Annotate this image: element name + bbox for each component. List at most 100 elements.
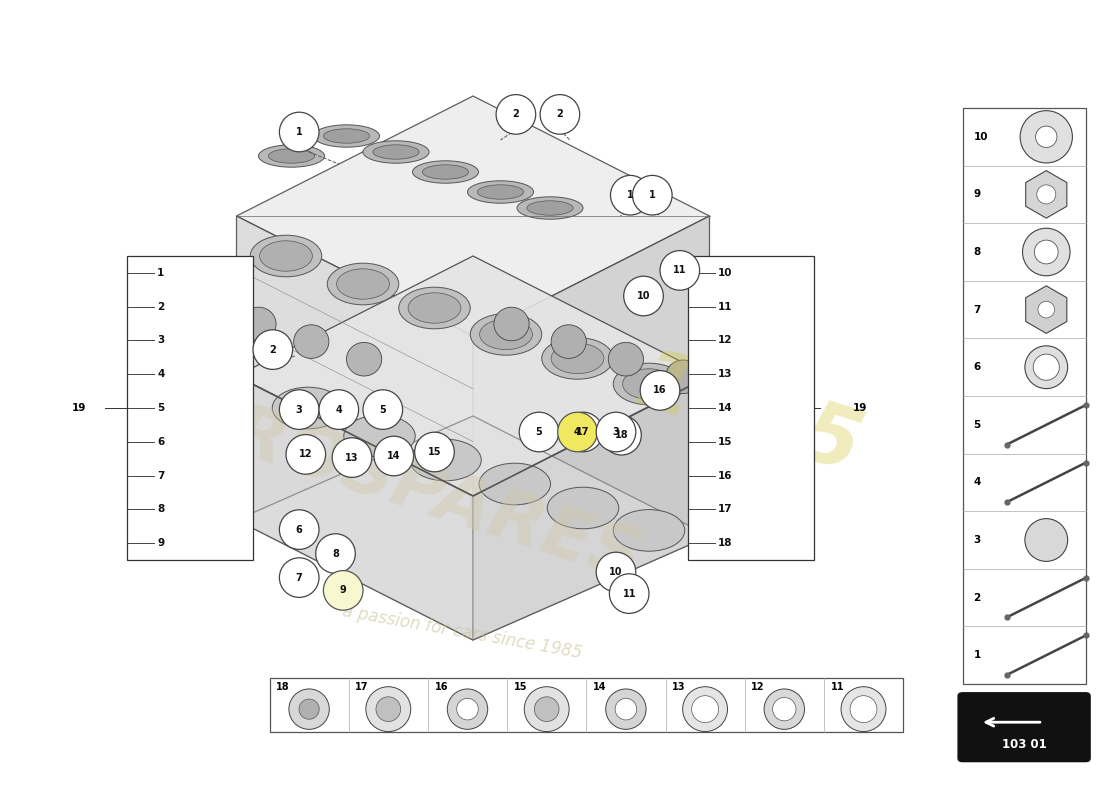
Text: 1: 1 bbox=[649, 190, 656, 200]
Text: 19: 19 bbox=[72, 403, 86, 413]
Text: 9: 9 bbox=[974, 190, 980, 199]
Text: 1: 1 bbox=[974, 650, 981, 660]
Ellipse shape bbox=[614, 510, 684, 551]
Text: 7: 7 bbox=[157, 470, 165, 481]
Ellipse shape bbox=[496, 94, 536, 134]
Ellipse shape bbox=[268, 149, 315, 163]
Ellipse shape bbox=[683, 686, 727, 731]
Text: 4: 4 bbox=[157, 370, 165, 379]
Text: 16: 16 bbox=[718, 470, 733, 481]
Ellipse shape bbox=[258, 145, 324, 167]
Ellipse shape bbox=[541, 338, 614, 379]
Ellipse shape bbox=[332, 438, 372, 478]
Text: 10: 10 bbox=[718, 268, 733, 278]
Text: 10: 10 bbox=[637, 291, 650, 301]
FancyBboxPatch shape bbox=[688, 256, 814, 560]
Ellipse shape bbox=[279, 390, 319, 430]
Text: 18: 18 bbox=[718, 538, 733, 548]
Ellipse shape bbox=[448, 689, 487, 730]
Text: 1: 1 bbox=[157, 268, 165, 278]
Text: 12: 12 bbox=[751, 682, 764, 692]
Ellipse shape bbox=[412, 161, 478, 183]
Text: 1985: 1985 bbox=[625, 342, 871, 490]
FancyBboxPatch shape bbox=[958, 693, 1090, 762]
Ellipse shape bbox=[608, 342, 644, 376]
Text: 2: 2 bbox=[557, 110, 563, 119]
Polygon shape bbox=[1025, 170, 1067, 218]
Ellipse shape bbox=[408, 293, 461, 323]
Ellipse shape bbox=[1035, 126, 1057, 147]
Text: 9: 9 bbox=[157, 538, 164, 548]
Polygon shape bbox=[473, 376, 710, 640]
Text: 11: 11 bbox=[673, 266, 686, 275]
Ellipse shape bbox=[614, 363, 684, 405]
Ellipse shape bbox=[398, 287, 471, 329]
Text: 8: 8 bbox=[332, 549, 339, 558]
Ellipse shape bbox=[602, 415, 641, 455]
Ellipse shape bbox=[850, 696, 877, 722]
Text: 12: 12 bbox=[718, 335, 733, 346]
Ellipse shape bbox=[480, 463, 551, 505]
FancyBboxPatch shape bbox=[126, 256, 253, 560]
Text: 13: 13 bbox=[718, 370, 733, 379]
Ellipse shape bbox=[660, 250, 700, 290]
Ellipse shape bbox=[1033, 354, 1059, 380]
Ellipse shape bbox=[1025, 346, 1068, 389]
Ellipse shape bbox=[477, 185, 524, 199]
Ellipse shape bbox=[548, 487, 618, 529]
FancyBboxPatch shape bbox=[270, 678, 903, 732]
Ellipse shape bbox=[299, 699, 319, 719]
Polygon shape bbox=[236, 376, 473, 640]
Text: 4: 4 bbox=[574, 427, 581, 437]
Text: 10: 10 bbox=[609, 567, 623, 577]
Ellipse shape bbox=[494, 307, 529, 341]
Text: 11: 11 bbox=[718, 302, 733, 312]
Text: 15: 15 bbox=[718, 437, 733, 446]
Ellipse shape bbox=[480, 319, 532, 350]
Ellipse shape bbox=[323, 570, 363, 610]
Text: 3: 3 bbox=[613, 427, 619, 437]
Ellipse shape bbox=[363, 390, 403, 430]
Ellipse shape bbox=[373, 145, 419, 159]
Ellipse shape bbox=[415, 432, 454, 472]
Text: 8: 8 bbox=[157, 504, 165, 514]
Ellipse shape bbox=[343, 415, 415, 457]
Text: 6: 6 bbox=[157, 437, 165, 446]
Text: 10: 10 bbox=[974, 132, 988, 142]
Ellipse shape bbox=[551, 325, 586, 358]
Text: 5: 5 bbox=[536, 427, 542, 437]
Ellipse shape bbox=[632, 175, 672, 215]
Ellipse shape bbox=[596, 412, 636, 452]
Ellipse shape bbox=[624, 276, 663, 316]
Text: 18: 18 bbox=[276, 682, 289, 692]
Text: 11: 11 bbox=[623, 589, 636, 598]
Text: 6: 6 bbox=[296, 525, 303, 534]
Text: 3: 3 bbox=[974, 535, 981, 545]
FancyBboxPatch shape bbox=[962, 108, 1086, 684]
Text: 4: 4 bbox=[974, 478, 981, 487]
Text: 3: 3 bbox=[296, 405, 303, 414]
Ellipse shape bbox=[323, 129, 370, 143]
Ellipse shape bbox=[535, 697, 559, 722]
Ellipse shape bbox=[1020, 110, 1072, 163]
Ellipse shape bbox=[692, 696, 718, 722]
Text: 1: 1 bbox=[627, 190, 634, 200]
Text: 5: 5 bbox=[974, 420, 981, 430]
Text: 11: 11 bbox=[830, 682, 844, 692]
Ellipse shape bbox=[519, 412, 559, 452]
Ellipse shape bbox=[241, 307, 276, 341]
Ellipse shape bbox=[606, 689, 646, 730]
Text: 7: 7 bbox=[296, 573, 303, 582]
Polygon shape bbox=[1025, 286, 1067, 334]
Ellipse shape bbox=[289, 689, 329, 730]
Text: 7: 7 bbox=[974, 305, 981, 314]
Text: 1: 1 bbox=[296, 127, 303, 137]
Ellipse shape bbox=[468, 181, 534, 203]
Ellipse shape bbox=[623, 369, 675, 399]
Polygon shape bbox=[236, 216, 473, 496]
Ellipse shape bbox=[842, 686, 886, 731]
Text: 9: 9 bbox=[340, 586, 346, 595]
Ellipse shape bbox=[609, 574, 649, 614]
Text: 16: 16 bbox=[434, 682, 448, 692]
Ellipse shape bbox=[279, 558, 319, 598]
